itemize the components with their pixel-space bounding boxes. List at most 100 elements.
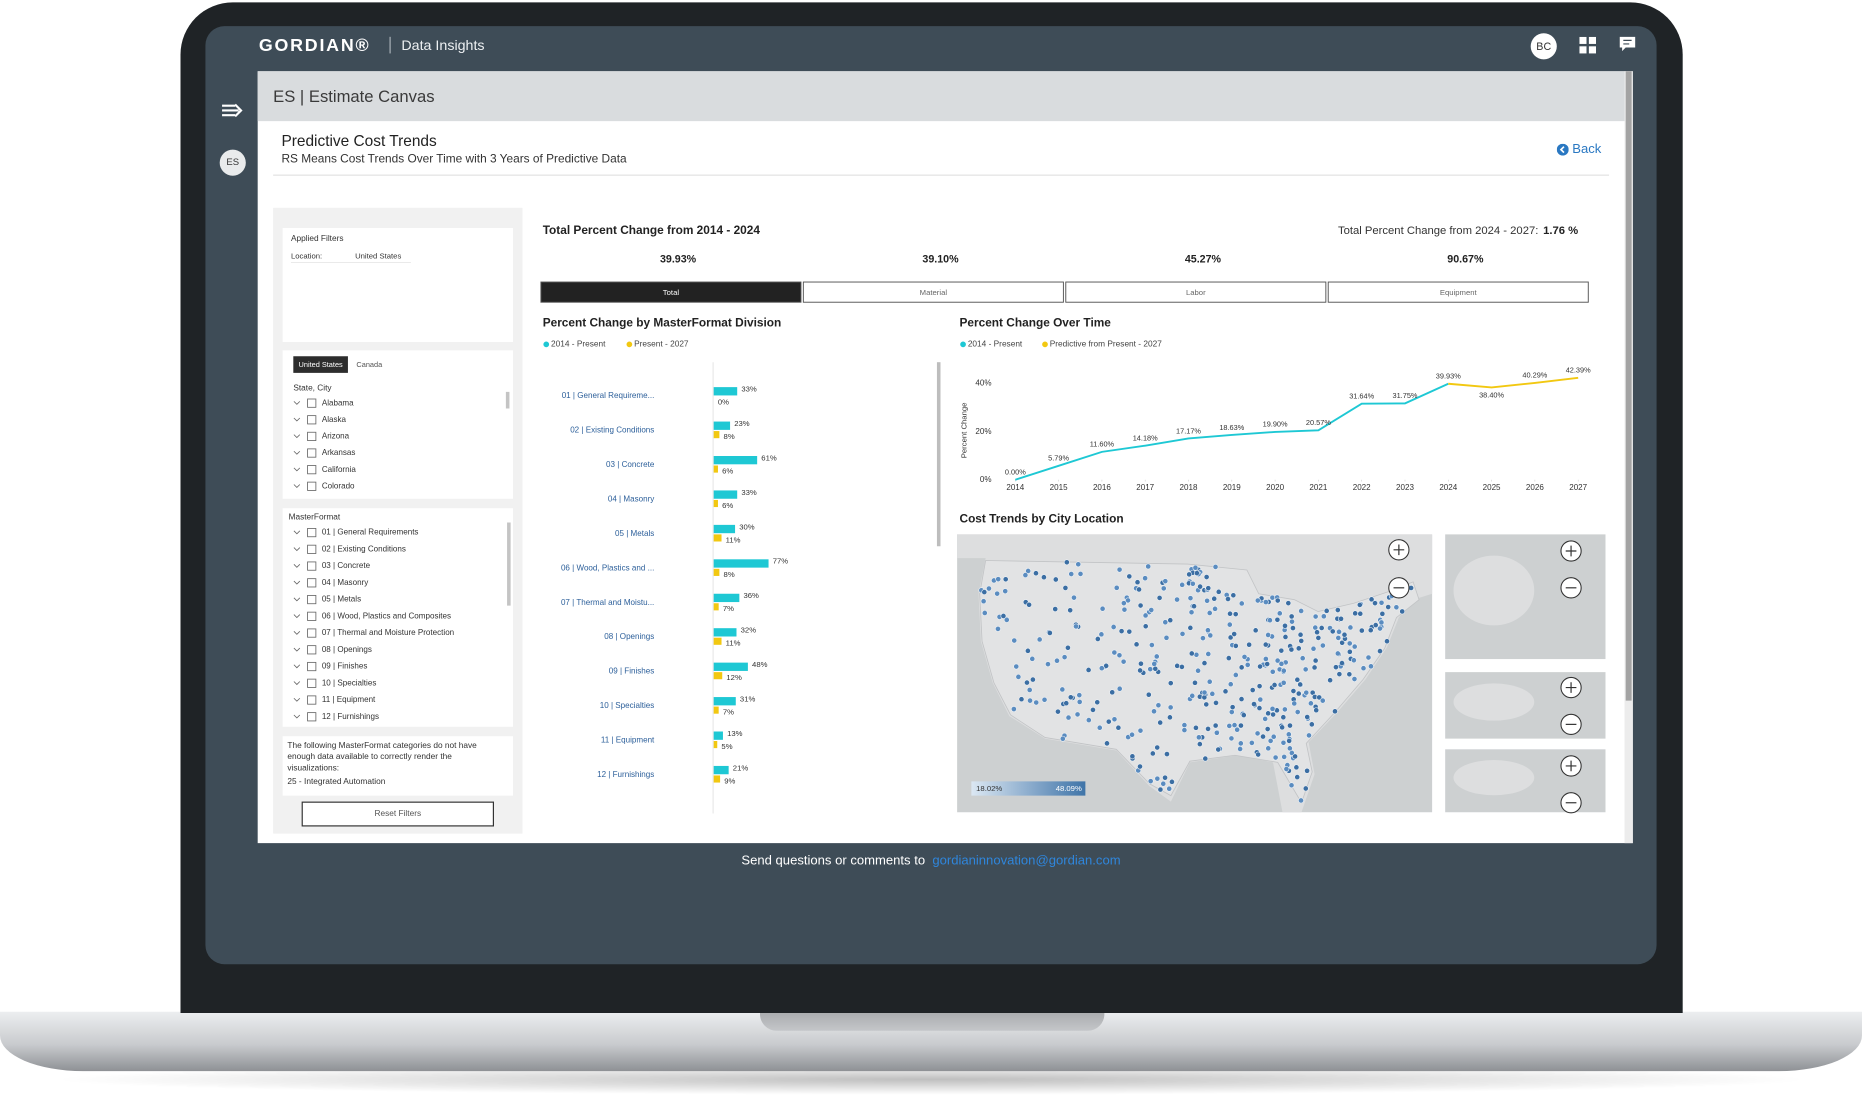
city-marker — [1094, 699, 1101, 706]
city-marker — [1295, 645, 1302, 652]
expand-chevron[interactable] — [293, 630, 301, 635]
checkbox[interactable] — [307, 695, 317, 705]
map-title: Cost Trends by City Location — [960, 512, 1124, 526]
checkbox[interactable] — [307, 594, 317, 605]
expand-chevron[interactable] — [293, 434, 301, 439]
expand-chevron[interactable] — [293, 664, 301, 669]
expand-chevron[interactable] — [293, 564, 301, 568]
chat-icon[interactable] — [1619, 36, 1637, 54]
expand-chevron[interactable] — [293, 547, 301, 552]
expand-chevron[interactable] — [293, 450, 301, 455]
checkbox[interactable] — [307, 431, 317, 441]
nav-toggle[interactable] — [221, 102, 245, 119]
city-marker — [1010, 706, 1017, 712]
legend-label: 2014 - Present — [968, 339, 1023, 349]
y-axis-title: Percent Change — [959, 403, 968, 459]
back-icon[interactable] — [1556, 143, 1569, 156]
city-marker — [1126, 573, 1133, 580]
expand-chevron[interactable] — [293, 597, 301, 602]
bar — [713, 568, 720, 576]
checkbox[interactable] — [307, 628, 317, 638]
metric-tab[interactable] — [540, 281, 802, 303]
city-marker — [1251, 701, 1257, 707]
checkbox[interactable] — [307, 661, 317, 672]
city-marker — [1011, 637, 1018, 644]
city-marker — [1201, 694, 1208, 701]
footer-text: Send questions or comments to — [741, 853, 926, 869]
city-marker — [1290, 625, 1296, 631]
checkbox[interactable] — [307, 678, 317, 688]
series-line — [1448, 376, 1579, 389]
scrollbar-thumb[interactable] — [1625, 71, 1632, 701]
city-marker — [1179, 630, 1186, 637]
checkbox[interactable] — [307, 645, 317, 655]
city-marker — [1333, 664, 1339, 671]
checkbox[interactable] — [307, 448, 317, 458]
checkbox[interactable] — [307, 415, 317, 425]
expand-chevron[interactable] — [293, 530, 301, 535]
expand-chevron[interactable] — [293, 580, 301, 585]
city-marker — [1055, 708, 1061, 715]
expand-chevron[interactable] — [293, 417, 301, 422]
back-link[interactable]: Back — [1572, 142, 1602, 157]
city-marker — [1378, 619, 1385, 626]
workspace-badge[interactable]: ES — [219, 149, 246, 176]
city-marker — [1186, 571, 1193, 578]
user-avatar[interactable]: BC — [1530, 33, 1557, 60]
city-marker — [1163, 634, 1170, 641]
expand-chevron[interactable] — [293, 697, 301, 702]
expand-chevron[interactable] — [293, 614, 301, 619]
city-marker — [1229, 704, 1236, 711]
expand-chevron[interactable] — [293, 484, 301, 489]
expand-chevron[interactable] — [293, 714, 301, 719]
city-marker — [1204, 597, 1211, 604]
city-marker — [1137, 763, 1143, 770]
country-tab-active[interactable] — [293, 356, 348, 373]
division-option: 12 | Furnishings — [322, 712, 379, 721]
city-marker — [1065, 714, 1072, 721]
apps-icon[interactable] — [1579, 36, 1596, 54]
checkbox[interactable] — [307, 578, 317, 588]
chart-title: Percent Change by MasterFormat Division — [543, 316, 782, 330]
footer: Send questions or comments to gordianinn… — [337, 853, 1525, 869]
checkbox[interactable] — [307, 398, 317, 408]
x-tick-label: 2017 — [1136, 483, 1154, 492]
checkbox[interactable] — [307, 544, 317, 554]
city-marker — [1228, 709, 1235, 715]
metric-tab[interactable] — [802, 281, 1064, 303]
bar — [713, 662, 748, 671]
bar — [713, 499, 718, 508]
expand-chevron[interactable] — [293, 681, 301, 686]
footer-email[interactable]: gordianinnovation@gordian.com — [932, 853, 1121, 869]
city-marker — [1314, 629, 1320, 636]
city-marker — [1142, 623, 1149, 630]
metric-tab[interactable] — [1065, 281, 1327, 303]
checkbox[interactable] — [307, 465, 317, 475]
city-marker — [1129, 753, 1136, 760]
city-marker — [1256, 683, 1263, 690]
city-marker — [1067, 694, 1074, 701]
point-label: 38.40% — [1479, 391, 1504, 400]
city-marker — [1285, 600, 1292, 607]
metric-tab[interactable] — [1327, 281, 1589, 303]
expand-chevron[interactable] — [293, 401, 301, 405]
city-marker — [1026, 601, 1032, 608]
city-marker — [1116, 652, 1123, 659]
city-marker — [1077, 571, 1084, 577]
reset-button[interactable]: Reset Filters — [301, 801, 494, 827]
checkbox[interactable] — [307, 528, 317, 538]
forecast-value: 1.76 % — [1543, 225, 1578, 237]
expand-chevron[interactable] — [293, 467, 301, 472]
city-marker — [1267, 737, 1274, 744]
city-marker — [1213, 699, 1219, 706]
checkbox[interactable] — [307, 561, 317, 571]
bar — [713, 524, 736, 534]
city-marker — [1267, 617, 1273, 624]
checkbox[interactable] — [307, 611, 317, 621]
city-marker — [1304, 714, 1311, 720]
expand-chevron[interactable] — [293, 647, 301, 652]
city-marker — [1156, 594, 1163, 601]
checkbox[interactable] — [307, 712, 317, 722]
summary-title: Total Percent Change from 2014 - 2024 — [543, 223, 761, 237]
checkbox[interactable] — [307, 481, 317, 491]
